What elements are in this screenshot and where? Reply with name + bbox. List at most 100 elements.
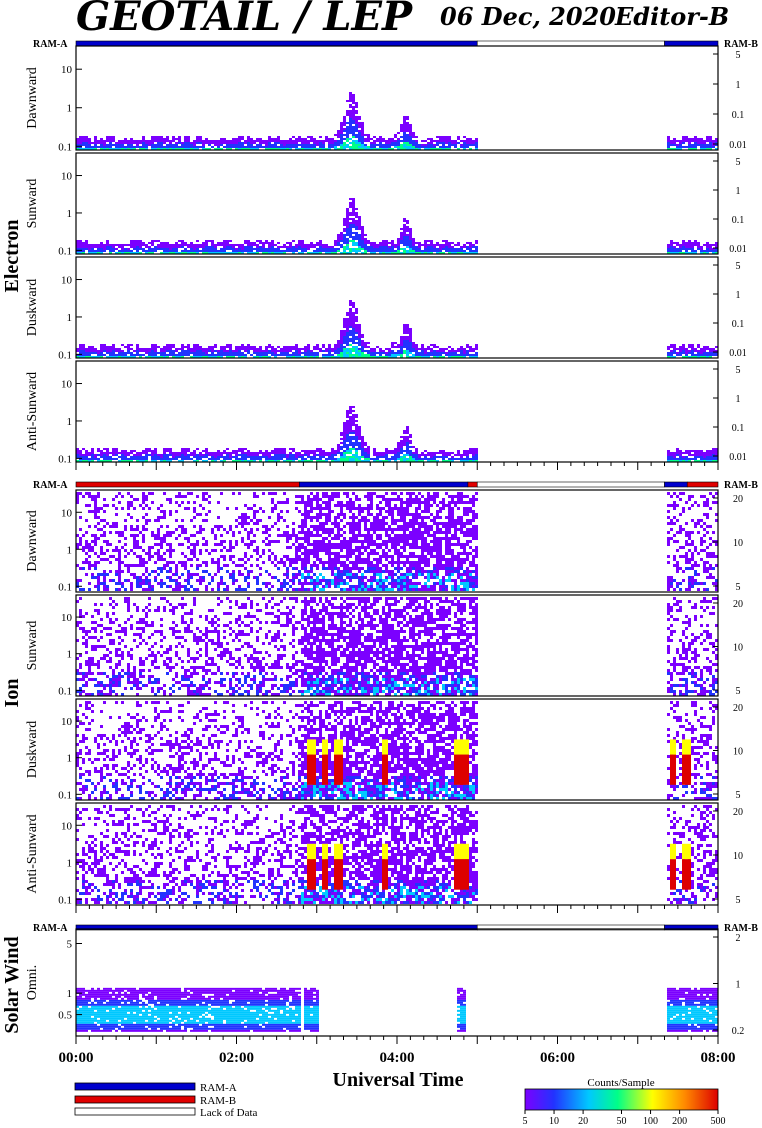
spectrogram-cell: [235, 588, 238, 591]
spectrogram-cell: [412, 246, 415, 248]
spectrogram-cell: [406, 122, 409, 124]
spectrogram-cell: [184, 242, 187, 244]
spectrogram-cell: [259, 573, 262, 576]
spectrogram-cell: [343, 543, 346, 546]
spectrogram-cell: [268, 246, 271, 248]
spectrogram-cell: [268, 144, 271, 146]
spectrogram-cell: [142, 458, 145, 460]
spectrogram-cell: [406, 240, 409, 242]
spectrogram-cell: [253, 456, 256, 458]
spectrogram-cell: [337, 346, 340, 348]
spectrogram-cell: [160, 510, 163, 513]
spectrogram-cell: [436, 452, 439, 454]
spectrogram-cell: [226, 588, 229, 591]
spectrogram-cell: [193, 452, 196, 454]
spectrogram-cell: [352, 306, 355, 308]
spectrogram-cell: [349, 314, 352, 316]
spectrogram-cell: [346, 350, 349, 352]
spectrogram-cell: [214, 140, 217, 142]
spectrogram-cell: [289, 564, 292, 567]
spectrogram-cell: [415, 248, 418, 250]
spectrogram-cell: [301, 248, 304, 250]
spectrogram-cell: [364, 144, 367, 146]
spectrogram-cell: [199, 504, 202, 507]
spectrogram-cell: [274, 460, 277, 462]
spectrogram-cell: [220, 534, 223, 537]
spectrogram-cell: [238, 516, 241, 519]
spectrogram-cell: [154, 460, 157, 462]
spectrogram-cell: [382, 250, 385, 252]
spectrogram-cell: [358, 242, 361, 244]
spectrogram-cell: [364, 342, 367, 344]
spectrogram-cell: [334, 495, 337, 498]
spectrogram-cell: [409, 130, 412, 132]
spectrogram-cell: [259, 507, 262, 510]
spectrogram-cell: [700, 146, 703, 148]
spectrogram-cell: [187, 540, 190, 543]
spectrogram-cell: [142, 354, 145, 356]
spectrogram-cell: [298, 354, 301, 356]
spectrogram-cell: [334, 134, 337, 136]
spectrogram-cell: [226, 242, 229, 244]
spectrogram-cell: [259, 250, 262, 252]
spectrogram-cell: [355, 312, 358, 314]
spectrogram-cell: [121, 144, 124, 146]
spectrogram-cell: [118, 142, 121, 144]
spectrogram-cell: [463, 250, 466, 252]
ion-group: Ion RAM-A RAM-B Dawnward 1010.120105Sunwa…: [1, 480, 758, 913]
spectrogram-cell: [352, 98, 355, 100]
spectrogram-cell: [148, 552, 151, 555]
spectrogram-cell: [442, 350, 445, 352]
spectrogram-cell: [385, 460, 388, 462]
spectrogram-cell: [139, 252, 142, 254]
spectrogram-cell: [217, 252, 220, 254]
spectrogram-cell: [400, 452, 403, 454]
spectrogram-cell: [244, 452, 247, 454]
spectrogram-cell: [679, 246, 682, 248]
spectrogram-cell: [217, 144, 220, 146]
spectrogram-cell: [343, 537, 346, 540]
spectrogram-cell: [283, 582, 286, 585]
spectrogram-cell: [196, 513, 199, 516]
spectrogram-cell: [268, 136, 271, 138]
spectrogram-cell: [295, 456, 298, 458]
spectrogram-cell: [343, 546, 346, 549]
spectrogram-cell: [469, 346, 472, 348]
spectrogram-cell: [373, 350, 376, 352]
spectrogram-cell: [217, 564, 220, 567]
spectrogram-cell: [184, 136, 187, 138]
spectrogram-cell: [169, 344, 172, 346]
spectrogram-cell: [274, 450, 277, 452]
spectrogram-cell: [127, 146, 130, 148]
spectrogram-cell: [352, 250, 355, 252]
spectrogram-cell: [313, 534, 316, 537]
spectrogram-cell: [355, 208, 358, 210]
spectrogram-cell: [286, 534, 289, 537]
spectrogram-cell: [391, 350, 394, 352]
spectrogram-cell: [304, 534, 307, 537]
spectrogram-cell: [265, 454, 268, 456]
spectrogram-cell: [367, 460, 370, 462]
spectrogram-cell: [679, 244, 682, 246]
spectrogram-cell: [271, 350, 274, 352]
spectrogram-cell: [307, 356, 310, 358]
spectrogram-cell: [292, 573, 295, 576]
spectrogram-cell: [322, 585, 325, 588]
spectrogram-cell: [151, 140, 154, 142]
spectrogram-cell: [202, 248, 205, 250]
spectrogram-cell: [349, 92, 352, 94]
spectrogram-cell: [349, 316, 352, 318]
spectrogram-cell: [172, 346, 175, 348]
spectrogram-cell: [199, 246, 202, 248]
spectrogram-cell: [688, 246, 691, 248]
spectrogram-cell: [220, 549, 223, 552]
spectrogram-cell: [109, 350, 112, 352]
spectrogram-cell: [448, 246, 451, 248]
spectrogram-cell: [397, 452, 400, 454]
spectrogram-cell: [343, 330, 346, 332]
spectrogram-cell: [349, 228, 352, 230]
spectrogram-cell: [445, 250, 448, 252]
spectrogram-cell: [100, 252, 103, 254]
spectrogram-cell: [301, 519, 304, 522]
spectrogram-cell: [76, 240, 79, 242]
